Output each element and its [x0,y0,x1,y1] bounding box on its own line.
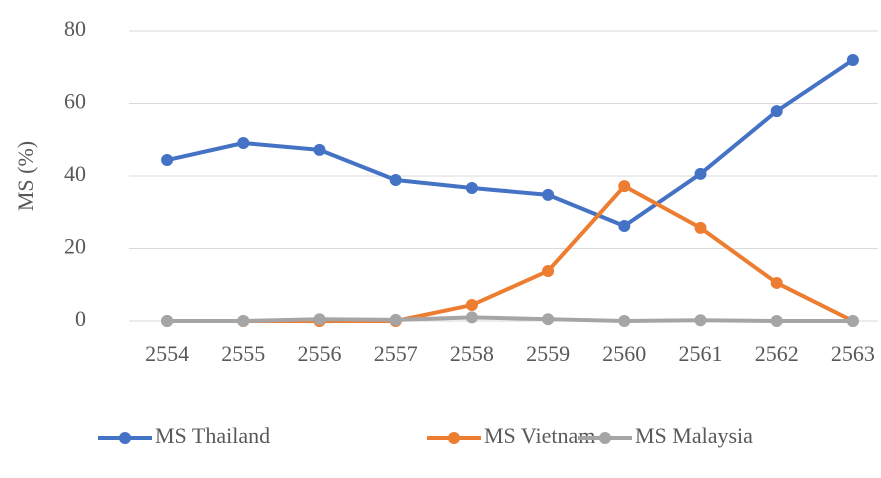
point [237,137,250,150]
point [465,299,478,312]
x-tick-label: 2558 [450,341,494,366]
series-line [166,58,855,229]
legend-label: MS Malaysia [635,423,753,448]
series-line [167,184,854,323]
point [161,315,174,327]
legend-marker [448,432,460,444]
legend-marker [119,432,131,444]
point [694,314,707,327]
point [465,311,478,324]
y-tick-label: 40 [64,161,86,186]
point [770,105,783,118]
point [389,173,402,186]
y-tick-label: 20 [64,234,86,259]
point [465,181,478,194]
point [618,180,631,193]
x-tick-label: 2563 [831,341,875,366]
x-tick-label: 2559 [526,341,570,366]
x-tick-label: 2556 [298,341,342,366]
point [846,315,859,327]
point [542,313,555,326]
y-tick-label: 0 [75,306,86,331]
x-tick-label: 2562 [755,341,799,366]
y-tick-label: 60 [64,89,86,114]
point [542,188,555,201]
series-line [167,315,853,323]
point [313,313,326,326]
y-tick-label: 80 [64,16,86,41]
point [694,167,707,180]
point [618,315,631,327]
x-tick-label: 2555 [221,341,265,366]
legend-marker [599,432,611,444]
point [694,221,707,234]
x-tick-label: 2557 [374,341,418,366]
point [618,220,631,233]
x-tick-label: 2561 [679,341,723,366]
point [770,315,783,327]
legend-label: MS Thailand [155,423,270,448]
point [542,264,555,277]
point [313,143,326,156]
y-axis-label: MS (%) [13,141,38,211]
legend-label: MS Vietnam [484,423,595,448]
point [161,154,174,167]
x-tick-label: 2560 [602,341,646,366]
point [846,54,859,66]
point [770,276,783,289]
point [237,315,250,327]
x-tick-label: 2554 [145,341,189,366]
point [389,313,402,326]
